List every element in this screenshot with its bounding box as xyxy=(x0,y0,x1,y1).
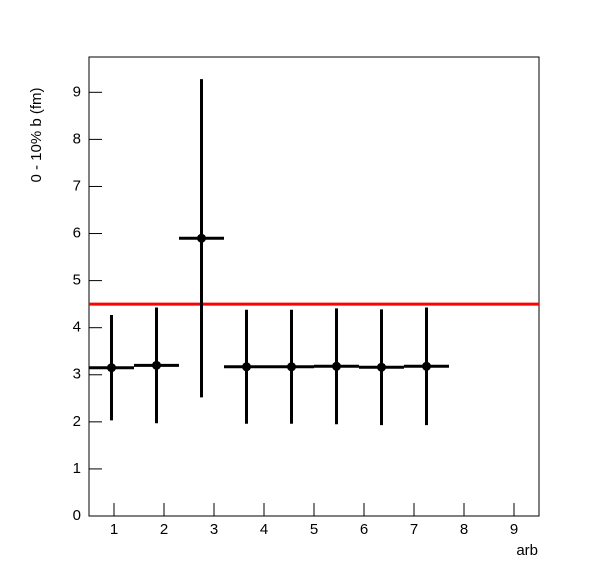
data-point xyxy=(197,233,206,243)
x-tick-label: 6 xyxy=(360,521,368,538)
x-axis-label: arb xyxy=(516,542,538,559)
x-tick-label: 4 xyxy=(260,521,268,538)
x-tick-label: 8 xyxy=(460,521,468,538)
data-point xyxy=(152,360,161,370)
data-point xyxy=(242,362,251,372)
y-tick-label: 5 xyxy=(73,272,81,289)
x-tick-label: 2 xyxy=(160,521,168,538)
x-tick-label: 9 xyxy=(510,521,518,538)
y-tick-label: 3 xyxy=(73,366,81,383)
data-point xyxy=(332,361,341,371)
y-tick-label: 2 xyxy=(73,413,81,430)
y-axis-label: 0 - 10% b (fm) xyxy=(28,87,45,182)
y-tick-label: 1 xyxy=(73,460,81,477)
y-tick-label: 9 xyxy=(73,83,81,100)
data-point xyxy=(422,361,431,371)
y-tick-label: 0 xyxy=(73,507,81,524)
x-tick-label: 1 xyxy=(110,521,118,538)
data-point xyxy=(287,362,296,372)
y-tick-label: 8 xyxy=(73,130,81,147)
x-tick-label: 7 xyxy=(410,521,418,538)
x-tick-label: 3 xyxy=(210,521,218,538)
y-tick-label: 7 xyxy=(73,177,81,194)
plot-frame xyxy=(88,56,540,517)
y-tick-label: 6 xyxy=(73,225,81,242)
data-point xyxy=(377,362,386,372)
y-tick-label: 4 xyxy=(73,319,81,336)
x-tick-label: 5 xyxy=(310,521,318,538)
data-point xyxy=(107,363,116,373)
